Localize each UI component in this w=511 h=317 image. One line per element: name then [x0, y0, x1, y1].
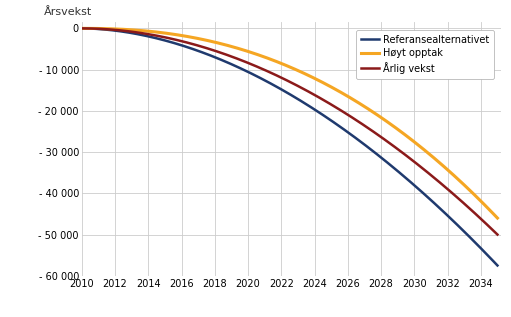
Årlig vekst	[420, 166, 426, 170]
Referansealternativet	[304, 103, 310, 107]
Høyt opptak	[276, 61, 282, 64]
Referansealternativet	[278, 88, 285, 92]
Høyt opptak	[494, 216, 500, 220]
Årlig vekst	[326, 101, 332, 105]
Høyt opptak	[484, 206, 491, 210]
Høyt opptak	[420, 146, 426, 150]
Legend: Referansealternativet, Høyt opptak, Årlig vekst: Referansealternativet, Høyt opptak, Årli…	[356, 30, 494, 79]
Høyt opptak	[278, 62, 285, 66]
Årlig vekst	[276, 75, 282, 79]
Line: Årlig vekst: Årlig vekst	[82, 29, 497, 235]
Referansealternativet	[494, 263, 500, 267]
Referansealternativet	[79, 27, 85, 30]
Line: Høyt opptak: Høyt opptak	[82, 29, 497, 218]
Årlig vekst	[278, 76, 285, 80]
Referansealternativet	[326, 117, 332, 121]
Høyt opptak	[79, 27, 85, 30]
Årlig vekst	[484, 223, 491, 227]
Text: Årsvekst: Årsvekst	[44, 7, 92, 17]
Høyt opptak	[304, 73, 310, 76]
Referansealternativet	[484, 253, 491, 257]
Årlig vekst	[79, 27, 85, 30]
Referansealternativet	[420, 191, 426, 194]
Årlig vekst	[494, 233, 500, 236]
Høyt opptak	[326, 84, 332, 88]
Referansealternativet	[276, 86, 282, 90]
Line: Referansealternativet: Referansealternativet	[82, 29, 497, 265]
Årlig vekst	[304, 89, 310, 93]
